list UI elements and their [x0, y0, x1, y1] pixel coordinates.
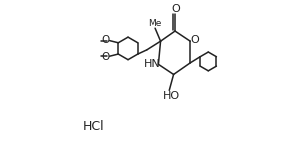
- Text: O: O: [101, 52, 109, 62]
- Text: HN: HN: [144, 59, 161, 69]
- Text: O: O: [171, 4, 180, 14]
- Text: Me: Me: [148, 19, 162, 28]
- Text: HO: HO: [162, 91, 179, 101]
- Text: O: O: [190, 35, 199, 45]
- Text: O: O: [101, 35, 109, 45]
- Text: HCl: HCl: [83, 120, 104, 133]
